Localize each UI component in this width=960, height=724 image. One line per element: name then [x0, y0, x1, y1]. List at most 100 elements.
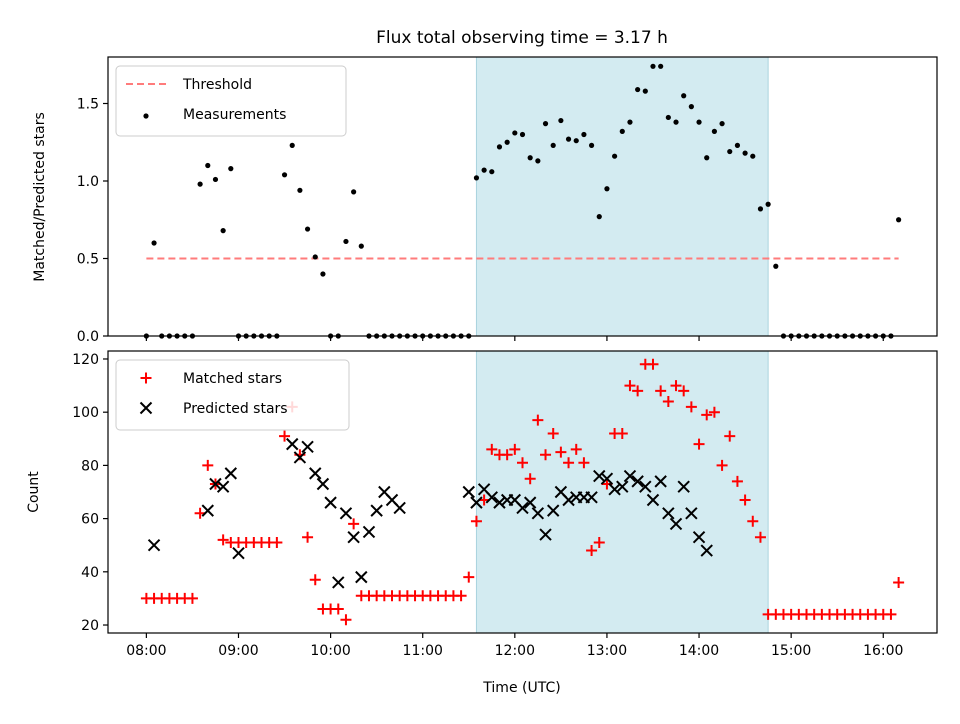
measurement-point — [665, 114, 671, 121]
matched-star-point — [616, 427, 628, 439]
matched-star-point — [578, 457, 590, 469]
predicted-star-point — [493, 496, 506, 509]
measurement-point — [573, 138, 579, 144]
measurement-point — [704, 155, 710, 161]
bottom-y-tick-label: 40 — [81, 565, 99, 581]
x-axis-label: Time (UTC) — [482, 680, 560, 696]
predicted-star-point — [631, 475, 644, 488]
x-tick-label: 16:00 — [863, 643, 903, 659]
predicted-star-point — [316, 477, 330, 491]
measurement-point — [289, 142, 295, 148]
measurement-point — [658, 63, 664, 69]
predicted-star-point — [546, 504, 560, 517]
measurement-point — [489, 169, 495, 175]
matched-star-point — [563, 457, 575, 469]
top-legend-box — [115, 65, 347, 137]
measurement-point — [512, 130, 518, 136]
measurement-point — [734, 142, 741, 148]
measurement-point — [320, 271, 326, 277]
matched-star-point — [731, 475, 743, 487]
matched-star-point — [532, 414, 544, 426]
measurement-point — [358, 243, 364, 249]
measurement-point — [297, 187, 303, 193]
matched-star-point — [678, 385, 690, 397]
matched-star-point — [739, 494, 751, 506]
measurement-point — [627, 119, 633, 125]
predicted-star-point — [685, 507, 698, 520]
x-tick-label: 14:00 — [679, 643, 719, 659]
x-tick-label: 09:00 — [218, 643, 258, 659]
x-tick-label: 08:00 — [126, 643, 166, 659]
measurement-point — [550, 142, 556, 148]
measurement-point — [473, 175, 480, 181]
matched-star-point — [693, 438, 705, 450]
measurement-point — [719, 121, 725, 127]
x-tick-label: 10:00 — [310, 643, 350, 659]
predicted-star-point — [639, 480, 652, 493]
matched-star-point — [217, 534, 229, 546]
matched-star-point — [309, 574, 321, 586]
predicted-star-point — [692, 531, 706, 544]
matched-star-point — [624, 380, 636, 392]
measurement-point — [304, 226, 311, 232]
predicted-star-point — [462, 485, 475, 499]
legend-predicted-marker — [139, 401, 153, 415]
predicted-star-point — [608, 483, 621, 496]
matched-star-point — [202, 459, 214, 471]
legend-label: Predicted stars — [183, 401, 288, 417]
measurement-point — [612, 153, 618, 159]
predicted-star-point — [677, 480, 690, 493]
matched-star-point — [685, 401, 697, 413]
bottom-y-tick-label: 60 — [81, 512, 99, 528]
top-y-tick-label: 1.5 — [77, 97, 99, 113]
legend-measurements-marker — [143, 113, 149, 119]
bottom-y-tick-label: 100 — [72, 405, 99, 421]
top-highlight-span — [475, 56, 769, 337]
matched-star-point — [332, 603, 344, 615]
matched-star-point — [509, 443, 521, 455]
measurement-point — [558, 117, 564, 124]
matched-star-point — [186, 592, 198, 604]
top-axes-frame — [107, 56, 938, 337]
matched-star-point — [754, 531, 766, 543]
measurement-point — [481, 167, 487, 173]
measurement-point — [542, 121, 549, 127]
matched-star-point — [586, 545, 598, 557]
measurement-point — [604, 186, 610, 192]
measurement-point — [773, 263, 779, 269]
top-y-axis-label: Matched/Predicted stars — [32, 112, 48, 282]
matched-star-point — [670, 380, 682, 392]
x-tick-label: 11:00 — [403, 643, 443, 659]
bottom-highlight-span — [475, 350, 769, 634]
predicted-star-point — [309, 467, 322, 480]
predicted-star-point — [301, 440, 314, 453]
top-y-tick-label: 0.0 — [77, 329, 99, 345]
measurement-point — [757, 206, 764, 212]
measurement-point — [696, 119, 702, 125]
measurement-point — [504, 139, 510, 145]
matched-star-point — [724, 430, 736, 442]
matched-star-point — [570, 443, 582, 455]
matched-star-point — [662, 396, 674, 408]
measurement-point — [642, 88, 648, 94]
measurement-point — [312, 254, 318, 260]
bottom-y-tick-label: 20 — [81, 618, 99, 634]
matched-star-point — [632, 385, 644, 397]
matched-star-point — [470, 515, 482, 527]
measurement-point — [197, 181, 203, 187]
predicted-star-point — [616, 480, 629, 493]
predicted-star-point — [485, 491, 499, 504]
matched-star-point — [348, 518, 360, 530]
chart-title: Flux total observing time = 3.17 h — [376, 28, 668, 48]
matched-star-point — [455, 590, 467, 602]
predicted-star-point — [147, 539, 161, 552]
measurement-point — [519, 131, 526, 138]
matched-star-point — [701, 409, 713, 421]
predicted-star-point — [355, 570, 368, 584]
predicted-star-point — [516, 501, 529, 515]
legend-matched-marker — [140, 372, 152, 384]
predicted-star-point — [562, 493, 575, 507]
matched-star-point — [540, 449, 552, 461]
predicted-star-point — [332, 576, 345, 589]
